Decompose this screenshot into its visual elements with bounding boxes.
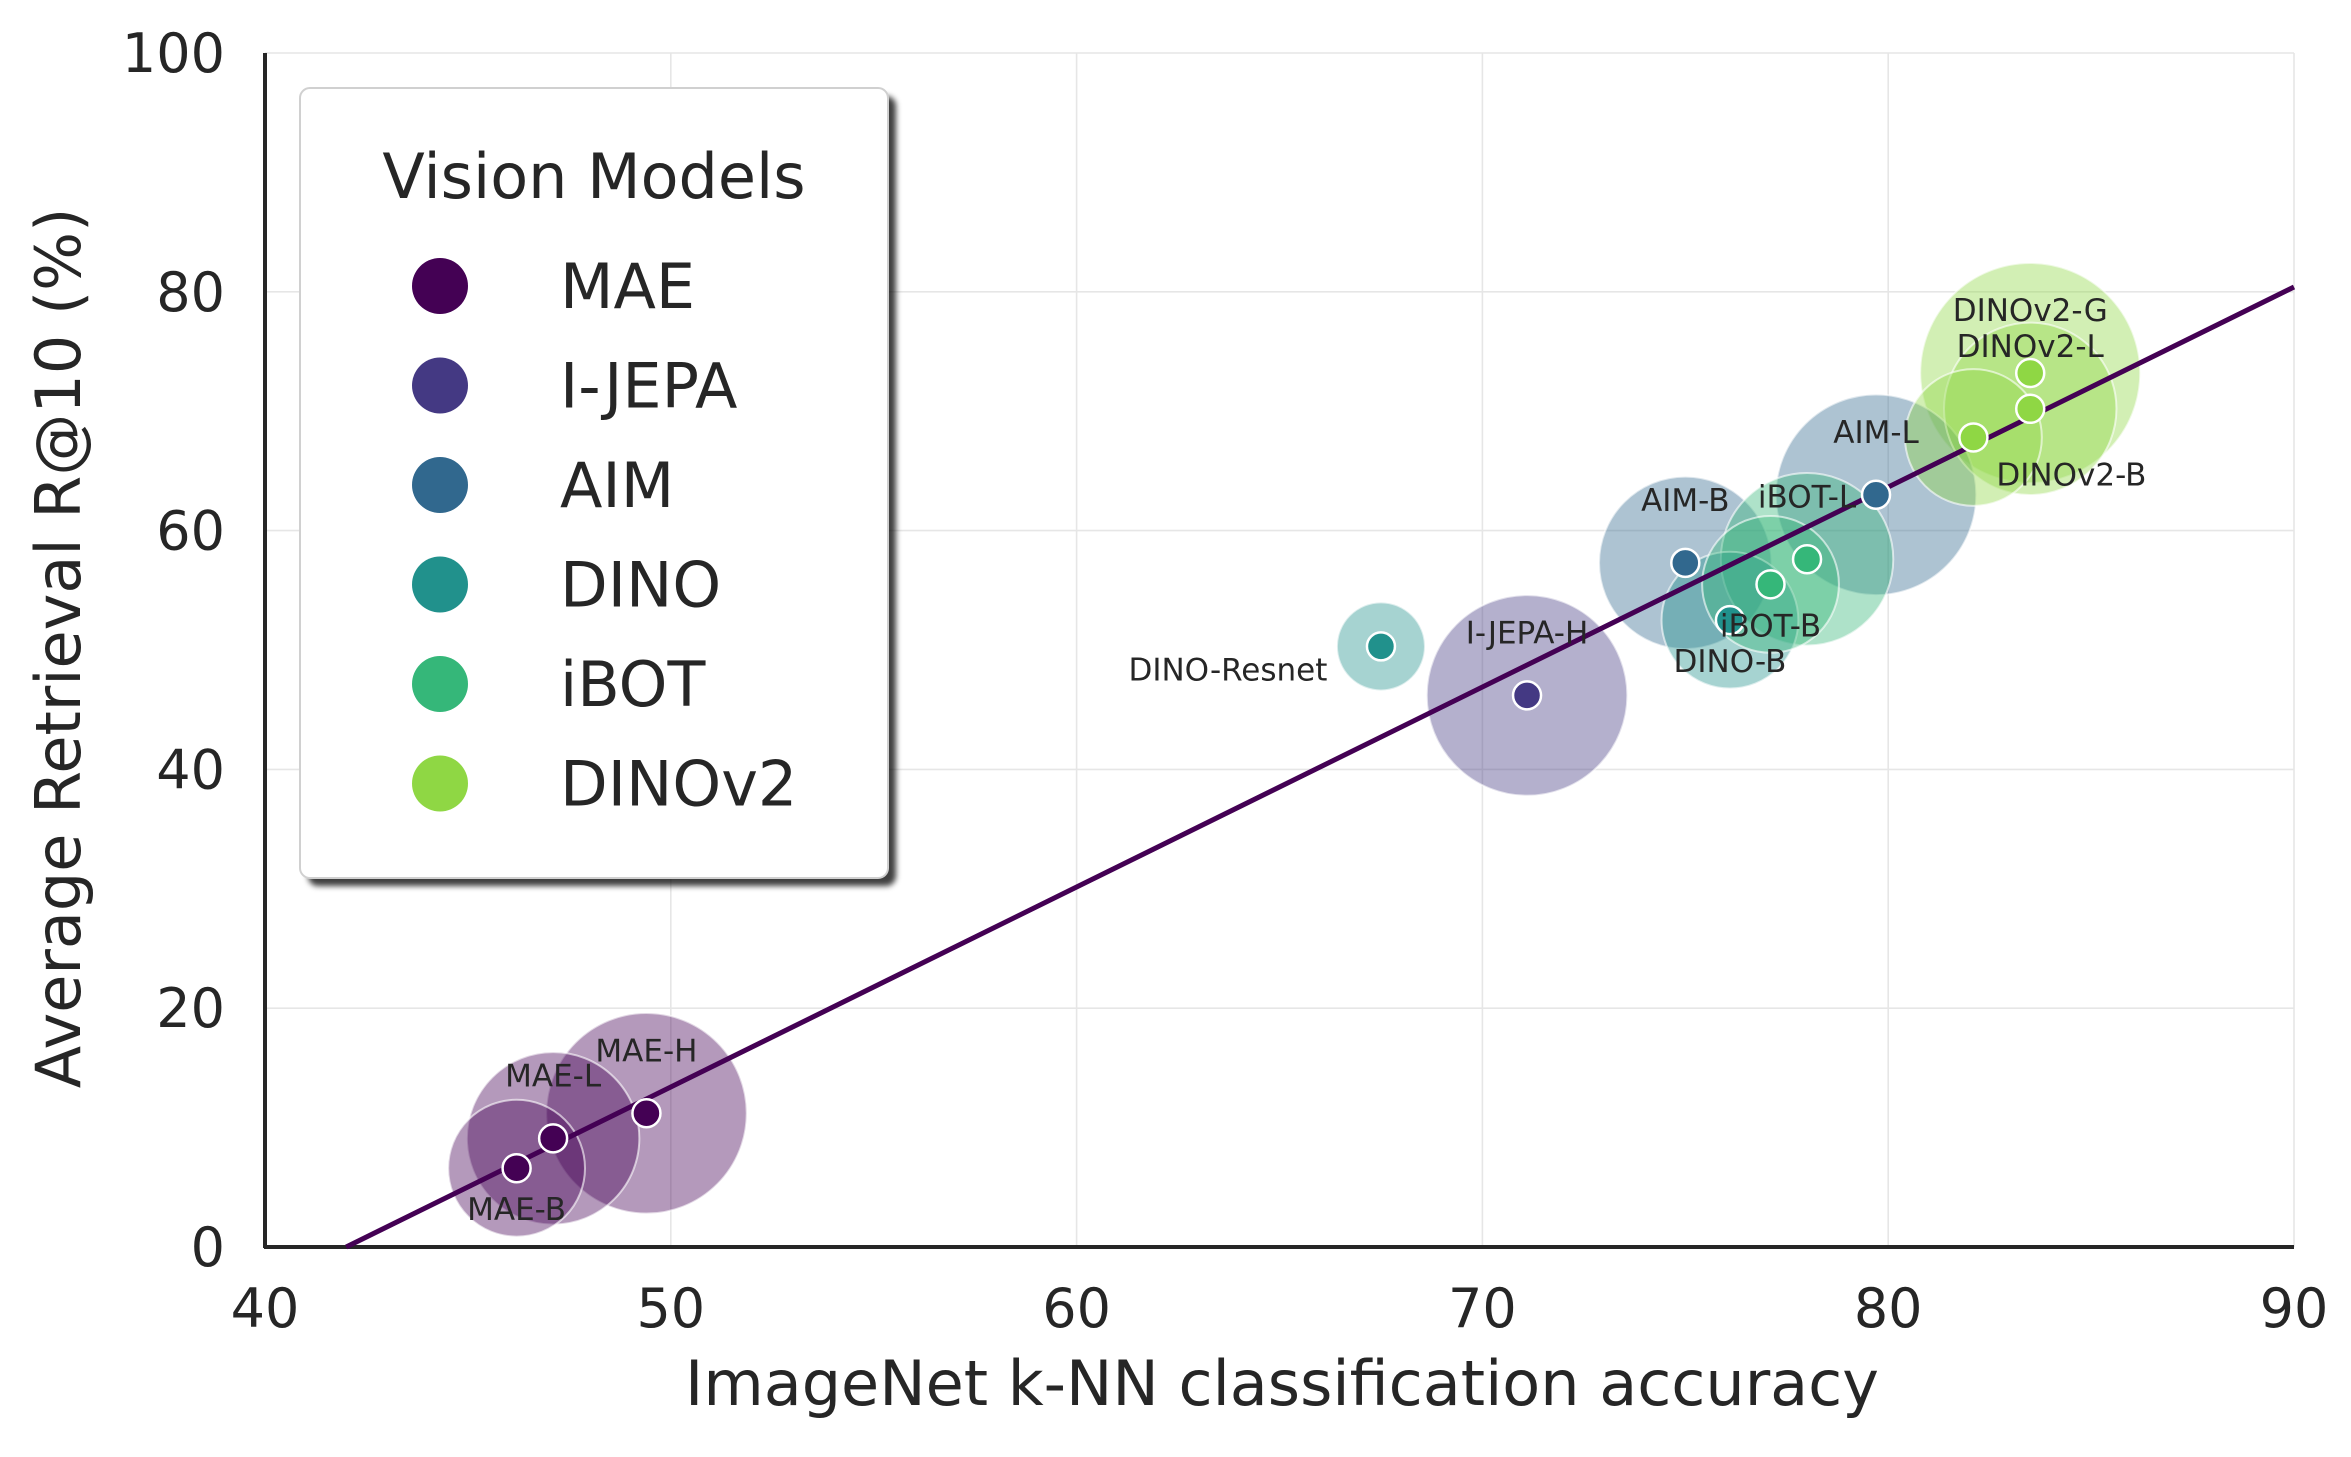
point-label: DINOv2-G (1953, 293, 2108, 329)
data-point (1791, 544, 1823, 575)
data-point (537, 1123, 569, 1154)
point-label: AIM-B (1641, 483, 1729, 519)
legend-label: DINO (560, 549, 721, 622)
x-tick-label: 80 (1854, 1277, 1923, 1340)
legend-marker (412, 755, 468, 812)
markers (501, 357, 2046, 1184)
point-label: DINOv2-B (1996, 457, 2146, 493)
point-label: MAE-H (595, 1033, 697, 1069)
legend-label: DINOv2 (560, 748, 797, 821)
point-label: DINO-B (1674, 644, 1787, 680)
y-tick-label: 20 (156, 977, 225, 1040)
legend-marker (412, 457, 468, 513)
point-label: iBOT-B (1720, 608, 1821, 644)
point-label: DINOv2-L (1957, 329, 2105, 365)
axes: 40 50 60 70 80 90 0 20 40 60 80 100 (122, 22, 2328, 1340)
y-tick-label: 40 (156, 738, 225, 801)
legend-label: I-JEPA (560, 350, 737, 423)
point-label: MAE-L (505, 1058, 602, 1094)
legend-marker (412, 556, 468, 613)
y-axis-label: Average Retrieval R@10 (%) (22, 208, 95, 1089)
data-point (1958, 422, 1989, 453)
y-tick-label: 100 (122, 22, 225, 85)
x-tick-label: 90 (2260, 1277, 2329, 1340)
point-label: DINO-Resnet (1128, 652, 1327, 688)
data-point (1670, 547, 1701, 579)
legend-marker (412, 357, 468, 414)
point-label: MAE-B (467, 1192, 566, 1228)
data-point (1714, 604, 1746, 636)
data-point (1511, 680, 1543, 711)
legend-marker (412, 656, 468, 712)
x-tick-label: 60 (1042, 1277, 1111, 1340)
y-tick-label: 80 (156, 261, 225, 324)
data-point (2014, 357, 2046, 389)
point-label: AIM-L (1833, 415, 1919, 451)
data-point (1755, 569, 1786, 600)
legend-title: Vision Models (382, 140, 805, 213)
x-tick-label: 70 (1448, 1277, 1517, 1340)
y-tick-label: 0 (191, 1216, 225, 1279)
data-point (2014, 393, 2046, 425)
point-label: I-JEPA-H (1466, 615, 1589, 651)
legend: Vision Models MAE I-JEPA AIM DINO iBOT DINOv2 (299, 87, 896, 886)
legend-label: AIM (560, 449, 674, 522)
point-label: iBOT-L (1758, 479, 1857, 515)
legend-marker (412, 258, 468, 314)
legend-label: MAE (560, 250, 695, 323)
legend-label: iBOT (560, 648, 706, 721)
data-point (501, 1152, 532, 1184)
data-point (631, 1098, 662, 1129)
x-axis-label: ImageNet k-NN classification accuracy (685, 1347, 1879, 1420)
x-tick-label: 40 (231, 1277, 300, 1340)
data-point (1860, 479, 1892, 511)
x-tick-label: 50 (636, 1277, 705, 1340)
data-point (1365, 631, 1397, 662)
y-tick-label: 60 (156, 500, 225, 563)
